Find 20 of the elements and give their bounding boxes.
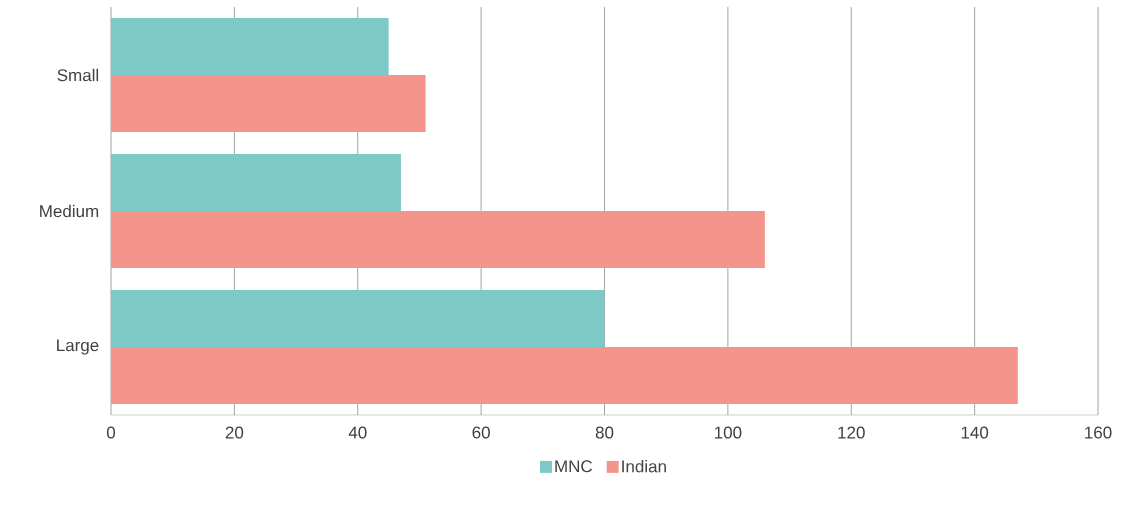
y-tick-label: Medium: [40, 204, 99, 218]
bar: [111, 75, 426, 132]
bar: [111, 18, 389, 75]
bar: [111, 290, 605, 347]
x-tick-label: 60: [472, 426, 490, 439]
x-tick-label: 80: [595, 426, 614, 439]
legend-label: Indian: [622, 460, 666, 473]
x-tick-label: 20: [225, 426, 244, 439]
x-tick-label: 140: [961, 426, 989, 439]
y-tick-label: Small: [57, 68, 99, 82]
y-tick-label: Large: [57, 339, 99, 355]
bar: [111, 210, 765, 268]
x-tick-label: 160: [1085, 426, 1112, 439]
legend-label: MNC: [555, 460, 593, 473]
x-tick-label: 120: [838, 426, 865, 439]
bar: [111, 346, 1018, 404]
x-tick-label: 0: [106, 426, 116, 439]
x-tick-label: 100: [715, 426, 742, 439]
bar: [111, 154, 401, 211]
x-tick-label: 40: [348, 426, 367, 439]
